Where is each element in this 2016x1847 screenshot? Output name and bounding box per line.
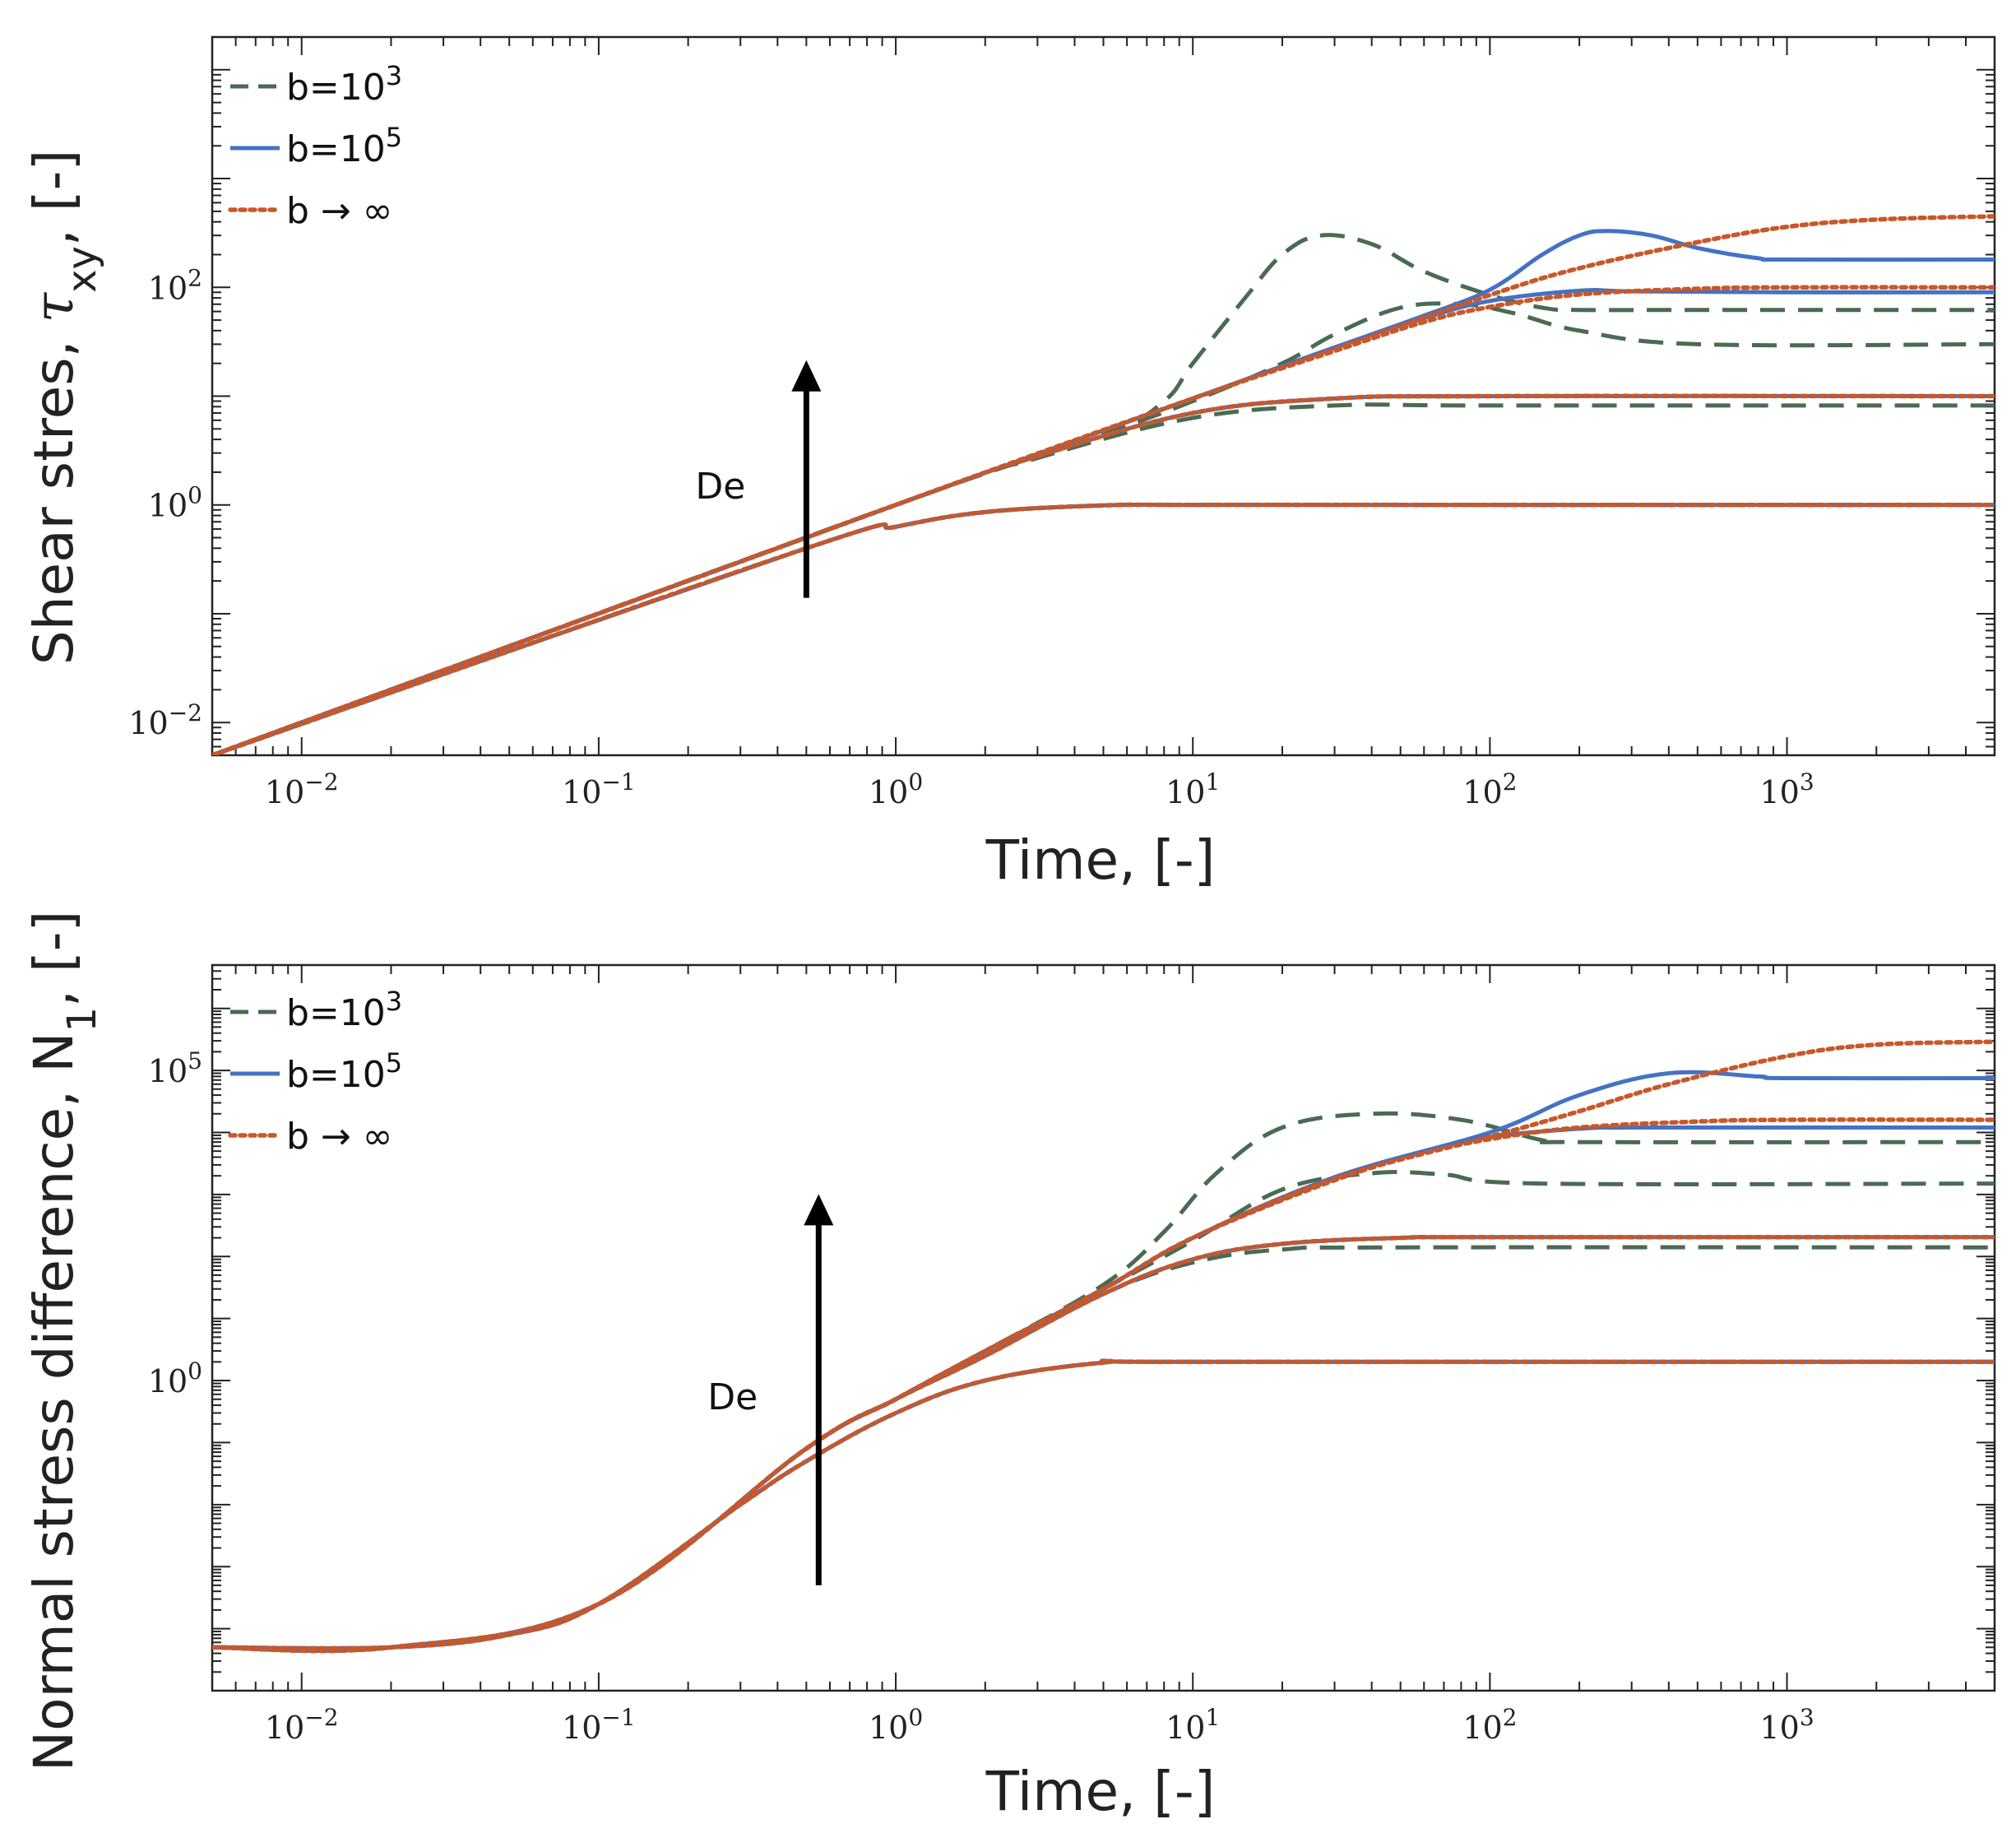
shear-ylabel-tail: , [-] [22,150,86,246]
shear-x-tick-label: 101 [1166,768,1220,810]
shear-series-b1e3-De100 [212,301,1995,755]
shear-series-b1e3-De1 [212,502,1995,755]
normal-de-label: De [707,1376,758,1418]
shear-x-tick-label: 100 [869,768,923,810]
normal-xlabel: Time, [-] [985,1760,1216,1823]
shear-x-tick-label: 102 [1462,768,1517,810]
normal-de-arrow-head [804,1194,834,1226]
normal-x-tick-label: 100 [869,1704,923,1746]
shear-legend-label-b1e5: b=105 [286,122,402,170]
normal-x-tick-label: 101 [1166,1704,1220,1746]
shear-x-ticks [211,37,1995,755]
normal-legend-label-b1e5: b=105 [286,1047,402,1096]
normal-series-binf-De1 [212,1358,1995,1651]
shear-x-tick-label: 10−2 [265,768,339,810]
shear-ylabel-main: Shear stres, [22,323,86,665]
normal-stress-panel: Normal stress difference, N1, [-] Time, … [22,911,1996,1823]
shear-de-arrow-head [791,360,822,392]
normal-series-b1e3-De1 [212,1358,1995,1651]
shear-y-tick-label: 102 [148,264,202,306]
shear-ylabel: Shear stres, τxy, [-] [22,150,105,665]
normal-legend-label-binf: b → ∞ [286,1116,392,1158]
normal-y-tick-label: 100 [148,1357,202,1399]
shear-legend-label-b1e3: b=103 [286,60,402,109]
shear-legend-label-binf: b → ∞ [286,190,392,232]
normal-y-tick-label: 105 [148,1047,202,1089]
normal-series-b1e5-De10 [212,1235,1995,1654]
normal-ylabel: Normal stress difference, N1, [-] [22,911,105,1772]
normal-series-binf-De100 [212,1117,1995,1654]
shear-x-tick-label: 103 [1759,768,1814,810]
normal-series-binf-De1000 [212,1039,1995,1654]
normal-series-b1e5-De1 [212,1358,1995,1651]
normal-series-b1e3-De10 [212,1245,1995,1654]
shear-series-group [212,214,1995,755]
shear-series-b1e5-De1 [212,502,1995,755]
shear-xlabel: Time, [-] [985,828,1216,892]
shear-series-b1e3-De1000 [212,233,1995,755]
shear-y-tick-label: 100 [148,482,202,524]
normal-x-tick-label: 10−2 [265,1704,339,1746]
shear-series-binf-De10 [212,393,1995,755]
normal-x-ticks [211,965,1995,1691]
shear-legend: b=103 b=105 b → ∞ [228,60,402,232]
normal-y-ticks [212,964,1995,1692]
normal-legend: b=103 b=105 b → ∞ [228,986,402,1158]
normal-x-tick-label: 10−1 [562,1704,636,1746]
shear-y-ticks [212,36,1995,756]
normal-ylabel-tail: , [-] [22,911,86,1007]
shear-x-tick-label: 10−1 [562,768,636,810]
normal-ylabel-main: Normal stress difference, N [22,1033,86,1772]
normal-x-tick-label: 103 [1759,1704,1814,1746]
normal-legend-label-b1e3: b=103 [286,986,402,1034]
shear-series-binf-De1 [212,502,1995,755]
shear-series-b1e5-De100 [212,288,1995,755]
shear-series-b1e5-De10 [212,393,1995,755]
normal-series-b1e5-De100 [212,1125,1995,1654]
normal-series-group [212,1039,1995,1654]
normal-x-tick-label: 102 [1462,1704,1517,1746]
normal-series-binf-De10 [212,1234,1995,1654]
shear-de-label: De [695,466,745,508]
normal-ylabel-sub: 1 [59,1007,105,1033]
normal-series-b1e3-De1000 [212,1111,1995,1654]
shear-series-binf-De100 [212,285,1995,755]
shear-series-binf-De1000 [212,214,1995,755]
shear-y-tick-label: 10−2 [128,699,202,741]
shear-stress-panel: Shear stres, τxy, [-] Time, [-] 10−2 10−1… [22,35,1996,892]
shear-ylabel-sub: xy [59,246,105,293]
shear-ylabel-symbol: τ [22,291,86,323]
normal-series-b1e3-De100 [212,1170,1995,1654]
shear-series-b1e3-De10 [212,402,1995,755]
